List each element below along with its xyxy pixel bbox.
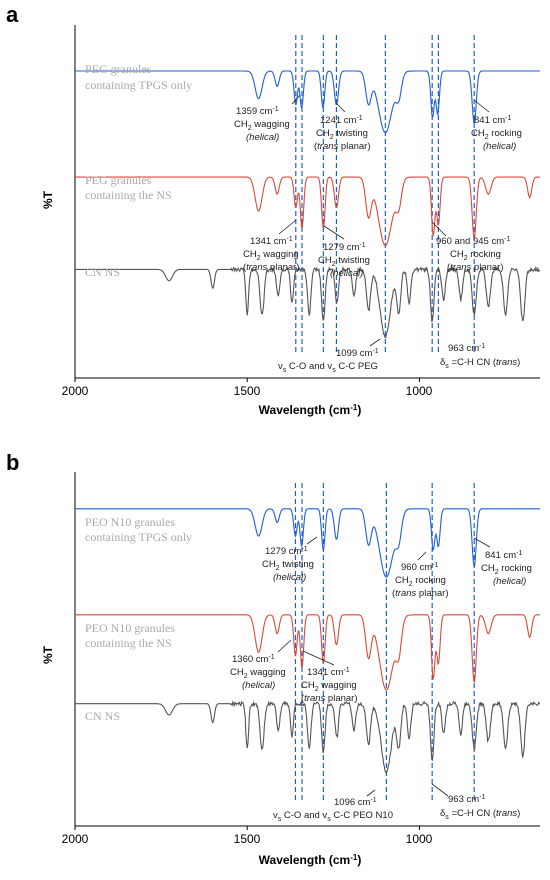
arrow-a-1241: [335, 102, 346, 113]
spectra-a: [75, 70, 541, 339]
spectrum-line-0: [75, 508, 540, 578]
annotation-b-963: 963 cm-1: [448, 794, 485, 805]
annotation-b-1360-ch: CH2 wagging: [230, 667, 286, 680]
arrow-b-963: [431, 783, 449, 797]
annotation-b-960-type: (trans planar): [392, 588, 449, 599]
arrow-a-1341: [278, 219, 297, 235]
annotation-a-841: 841 cm-1: [474, 115, 511, 126]
spectrum-line-2: [75, 700, 541, 774]
panel-b: b PEO N10 granules containing TPGS only P…: [6, 450, 541, 867]
annotation-a-1359: 1359 cm-1: [236, 106, 279, 117]
annotation-b-1096: 1096 cm-1: [334, 797, 377, 808]
arrow-b-841: [473, 537, 491, 548]
arrow-a-1359: [291, 94, 301, 105]
arrow-b-960: [417, 551, 427, 561]
x-axis-label-b: Wavelength (cm-1): [259, 853, 362, 867]
series-label-b-cn: CN NS: [85, 709, 120, 723]
annotation-a-1341-ch: CH2 wagging: [243, 249, 299, 262]
tick-label-a-2000: 2000: [62, 384, 89, 398]
series-label-a-cn: CN NS: [85, 265, 120, 279]
reference-lines-b: [294, 483, 475, 800]
tick-label-b-2000: 2000: [62, 832, 89, 846]
annotation-a-1359-ch: CH2 wagging: [234, 119, 290, 132]
y-axis-label-b: %T: [41, 645, 55, 664]
panel-label-a: a: [6, 2, 19, 27]
annotation-b-1279-ch: CH2 twisting: [262, 559, 314, 572]
panel-a: a PEG granules containing TPGS only PEG g…: [6, 2, 541, 417]
arrow-b-1360: [277, 639, 292, 653]
annotation-a-963: 963 cm-1: [448, 343, 485, 354]
annotation-a-1241: 1241 cm-1: [320, 115, 363, 126]
annotation-a-1279-type: (helical): [330, 268, 363, 279]
x-ticks-a: [74, 378, 420, 382]
panel-label-b: b: [6, 450, 19, 475]
annotation-b-960-ch: CH2 rocking: [395, 575, 446, 588]
annotation-a-841-type: (helical): [483, 141, 516, 152]
annotation-a-960-ch: CH2 rocking: [450, 249, 501, 262]
annotation-a-1241-ch: CH2 twisting: [316, 128, 368, 141]
tick-label-a-1000: 1000: [406, 384, 433, 398]
annotation-b-841: 841 cm-1: [485, 550, 522, 561]
series-label-b-ns: PEO N10 granules containing the NS: [85, 621, 175, 650]
tick-label-b-1500: 1500: [234, 832, 261, 846]
tick-label-a-1500: 1500: [234, 384, 261, 398]
annotation-b-1341: 1341 cm-1: [307, 667, 350, 678]
reference-lines-a: [295, 35, 475, 352]
annotation-a-1279-ch: CH2 twisting: [318, 255, 370, 268]
arrow-a-1099: [369, 338, 381, 347]
series-label-a-tpgs: PEG granules containing TPGS only: [85, 62, 192, 92]
annotation-b-1360: 1360 cm-1: [232, 654, 275, 665]
annotation-b-1279: 1279 cm-1: [265, 546, 308, 557]
y-axis-label-a: %T: [41, 190, 55, 209]
annotation-a-1241-type: (trans planar): [314, 141, 371, 152]
x-axis-label-a: Wavelength (cm-1): [259, 403, 362, 417]
annotation-a-963-assign: δs =C-H CN (trans): [440, 357, 520, 370]
annotation-a-1359-type: (helical): [246, 132, 279, 143]
arrow-b-1096: [366, 789, 376, 797]
series-label-b-tpgs: PEO N10 granules containing TPGS only: [85, 515, 192, 544]
spectrum-line-1: [75, 614, 540, 691]
annotation-a-1341-type: (trans planar): [243, 262, 300, 273]
annotation-a-1099-assign: vs C-O and vs C-C PEG: [278, 361, 378, 374]
annotation-b-1096-assign: vs C-O and vs C-C PEO N10: [273, 810, 393, 823]
annotation-a-960: 960 and 945 cm-1: [436, 236, 510, 247]
annotation-a-1099: 1099 cm-1: [336, 348, 379, 359]
arrow-a-960: [431, 221, 447, 237]
x-ticks-b: [74, 826, 420, 830]
annotation-b-1279-type: (helical): [273, 572, 306, 583]
arrow-a-841: [473, 99, 490, 113]
annotation-a-841-ch: CH2 rocking: [471, 128, 522, 141]
tick-label-b-1000: 1000: [406, 832, 433, 846]
annotation-b-963-assign: δs =C-H CN (trans): [440, 808, 520, 821]
arrow-a-1279: [323, 225, 345, 240]
annotation-b-1360-type: (helical): [242, 680, 275, 691]
annotation-b-841-type: (helical): [493, 576, 526, 587]
arrow-b-1279: [306, 536, 318, 545]
arrow-b-1341: [302, 650, 335, 666]
annotation-b-1341-type: (trans planar): [301, 693, 358, 704]
spectrum-line-1: [75, 176, 540, 246]
spectrum-line-0: [75, 70, 540, 134]
annotation-b-1341-ch: CH2 wagging: [301, 680, 357, 693]
annotation-b-960: 960 cm-1: [401, 562, 438, 573]
annotation-b-841-ch: CH2 rocking: [481, 563, 532, 576]
annotation-a-1279: 1279 cm-1: [323, 242, 366, 253]
series-label-a-ns: PEG granules containing the NS: [85, 173, 172, 202]
annotation-a-960-type: (trans planar): [447, 262, 504, 273]
spectra-b: [75, 508, 541, 774]
annotation-a-1341: 1341 cm-1: [250, 236, 293, 247]
spectrum-line-2: [75, 265, 541, 339]
